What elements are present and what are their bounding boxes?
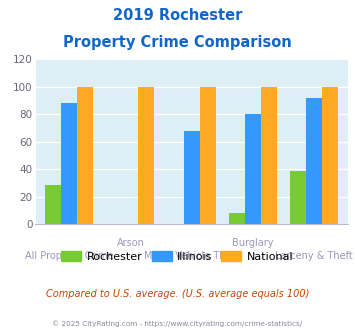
Text: Motor Vehicle Theft: Motor Vehicle Theft [144, 251, 239, 261]
Text: 2019 Rochester: 2019 Rochester [113, 8, 242, 23]
Bar [322, 87, 338, 224]
Bar [290, 171, 306, 224]
Bar [229, 214, 245, 224]
Bar [61, 103, 77, 224]
Bar [200, 87, 215, 224]
Bar [184, 131, 200, 224]
Text: Burglary: Burglary [232, 238, 274, 248]
Bar [45, 184, 61, 224]
Text: © 2025 CityRating.com - https://www.cityrating.com/crime-statistics/: © 2025 CityRating.com - https://www.city… [53, 320, 302, 327]
Text: All Property Crime: All Property Crime [25, 251, 114, 261]
Bar [306, 98, 322, 224]
Bar [138, 87, 154, 224]
Bar [245, 115, 261, 224]
Bar [261, 87, 277, 224]
Text: Property Crime Comparison: Property Crime Comparison [63, 35, 292, 50]
Text: Arson: Arson [116, 238, 144, 248]
Text: Compared to U.S. average. (U.S. average equals 100): Compared to U.S. average. (U.S. average … [46, 289, 309, 299]
Text: Larceny & Theft: Larceny & Theft [275, 251, 353, 261]
Legend: Rochester, Illinois, National: Rochester, Illinois, National [57, 247, 298, 267]
Bar [77, 87, 93, 224]
